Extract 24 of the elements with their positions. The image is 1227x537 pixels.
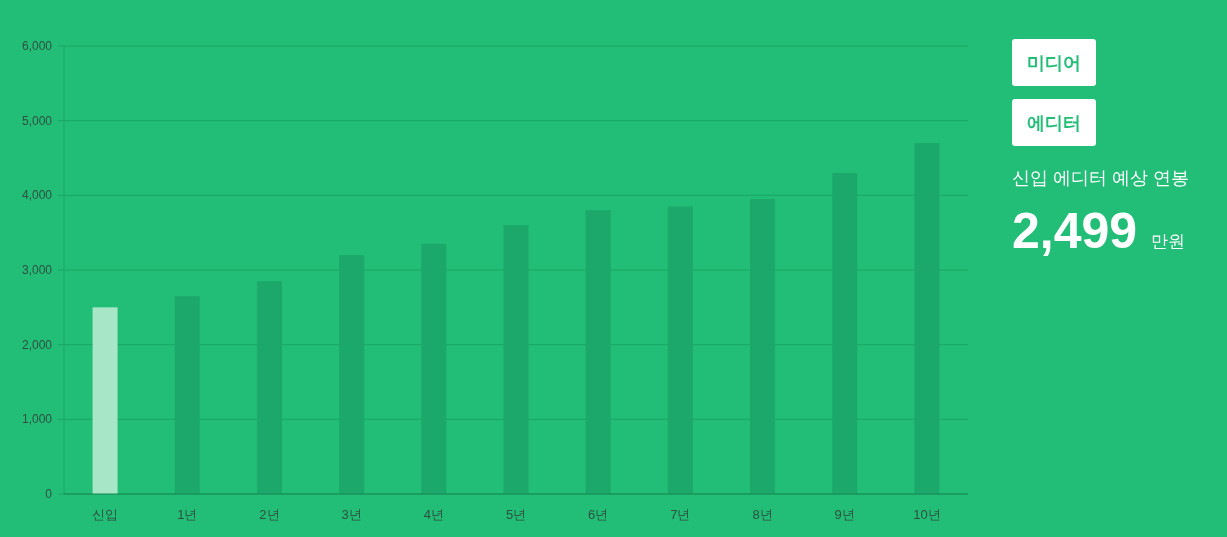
y-tick-label: 3,000 — [21, 263, 53, 277]
bar — [92, 307, 118, 494]
x-tick-label: 9년 — [834, 507, 855, 522]
x-tick-label: 4년 — [423, 507, 444, 522]
text: 만원 — [1151, 232, 1186, 251]
x-tick-label: 10년 — [913, 507, 941, 522]
x-tick-label: 3년 — [341, 507, 362, 522]
x-tick-label: 5년 — [505, 507, 527, 522]
text: 신입 에디터 예상 연봉 — [1012, 168, 1190, 188]
x-tick-label: 7년 — [670, 507, 691, 522]
text: 에디터 — [1027, 113, 1081, 133]
y-tick-label: 1,000 — [21, 412, 53, 427]
text: 미디어 — [1027, 53, 1081, 73]
x-tick-label: 1년 — [177, 507, 198, 522]
x-tick-label: 8년 — [752, 507, 773, 522]
y-tick-label: 2,000 — [21, 337, 53, 352]
x-tick-label: 2년 — [259, 507, 280, 522]
text: 2,499 — [1012, 203, 1138, 259]
y-tick-label: 6,000 — [21, 39, 53, 53]
x-tick-label: 신입 — [92, 507, 119, 522]
y-tick-label: 4,000 — [21, 188, 53, 203]
y-tick-label: 0 — [45, 487, 53, 501]
y-tick-label: 5,000 — [21, 113, 53, 128]
x-tick-label: 6년 — [588, 507, 609, 522]
